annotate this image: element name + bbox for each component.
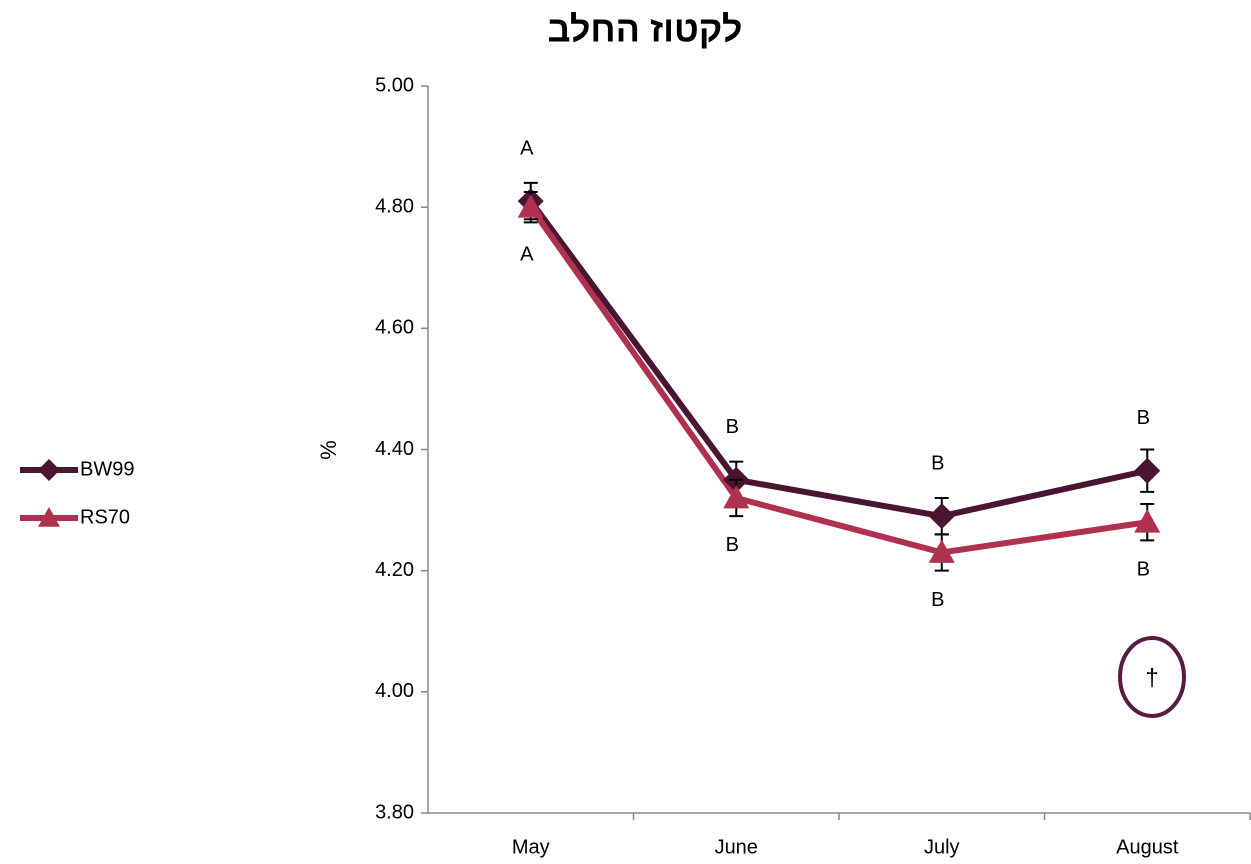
y-tick-label: 4.60 [375,317,414,339]
legend-marker [38,507,60,527]
significance-letter: B [726,416,739,438]
y-axis-label: % [316,440,341,460]
marker [517,194,544,218]
significance-letter: B [931,589,944,611]
x-tick-label: July [924,836,960,858]
significance-letter: A [520,137,534,159]
x-tick-label: May [512,836,550,858]
marker [928,503,955,530]
marker [1134,509,1161,533]
significance-letter: B [726,534,739,556]
y-tick-label: 5.00 [375,74,414,96]
x-tick-label: August [1116,836,1179,858]
marker [723,484,750,509]
legend-marker [38,459,60,481]
x-tick-label: June [715,836,758,858]
marker [1134,457,1161,484]
y-tick-label: 4.40 [375,438,414,460]
note: † [1145,664,1158,691]
y-tick-label: 3.80 [375,801,414,823]
chart-title: לקטוז החלב [548,9,743,50]
series-line [528,205,1148,556]
note-circle [1118,636,1186,718]
y-tick-label: 4.00 [375,680,414,702]
y-tick-label: 4.80 [375,195,414,217]
marker [928,539,955,563]
significance-letter: A [520,243,534,265]
significance-letter: B [931,452,944,474]
significance-letter: B [1137,558,1150,580]
legend-label: BW99 [80,458,134,480]
series-line [528,199,1148,520]
significance-letter: B [1137,407,1150,429]
legend-label: RS70 [80,506,130,528]
y-tick-label: 4.20 [375,559,414,581]
